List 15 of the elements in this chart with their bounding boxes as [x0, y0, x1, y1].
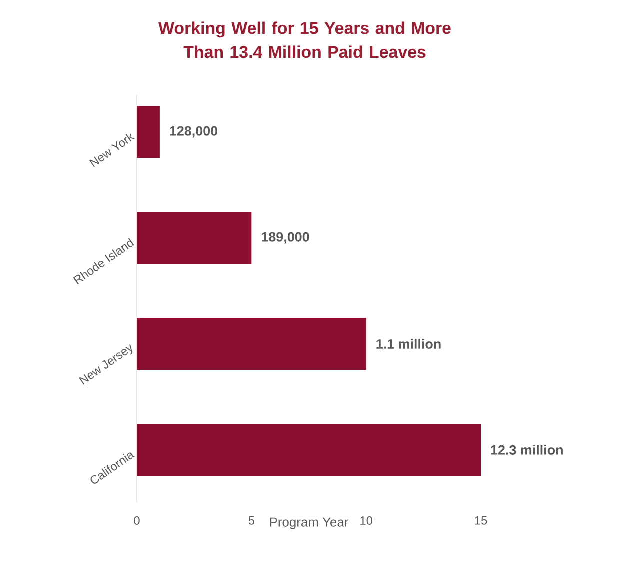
- annotation: 12.3 million: [491, 445, 563, 455]
- x-axis-title: Program Year: [270, 518, 349, 530]
- x-tick-label: 15: [475, 516, 488, 525]
- x-tick-label: 0: [134, 516, 140, 525]
- bar: [137, 318, 366, 370]
- bar: [137, 424, 482, 476]
- bar: [137, 212, 252, 264]
- annotation: 189,000: [262, 232, 310, 244]
- annotation: 128,000: [170, 126, 218, 138]
- chart-title: Working Well for 15 Years and More Than 13.4 Million Paid Leaves: [158, 22, 451, 58]
- x-tick-label: 5: [248, 516, 254, 525]
- annotation: 1.1 million: [376, 339, 441, 349]
- x-tick-label: 10: [360, 516, 373, 525]
- y-tick-label: New York: [89, 134, 135, 168]
- bar: [137, 106, 160, 158]
